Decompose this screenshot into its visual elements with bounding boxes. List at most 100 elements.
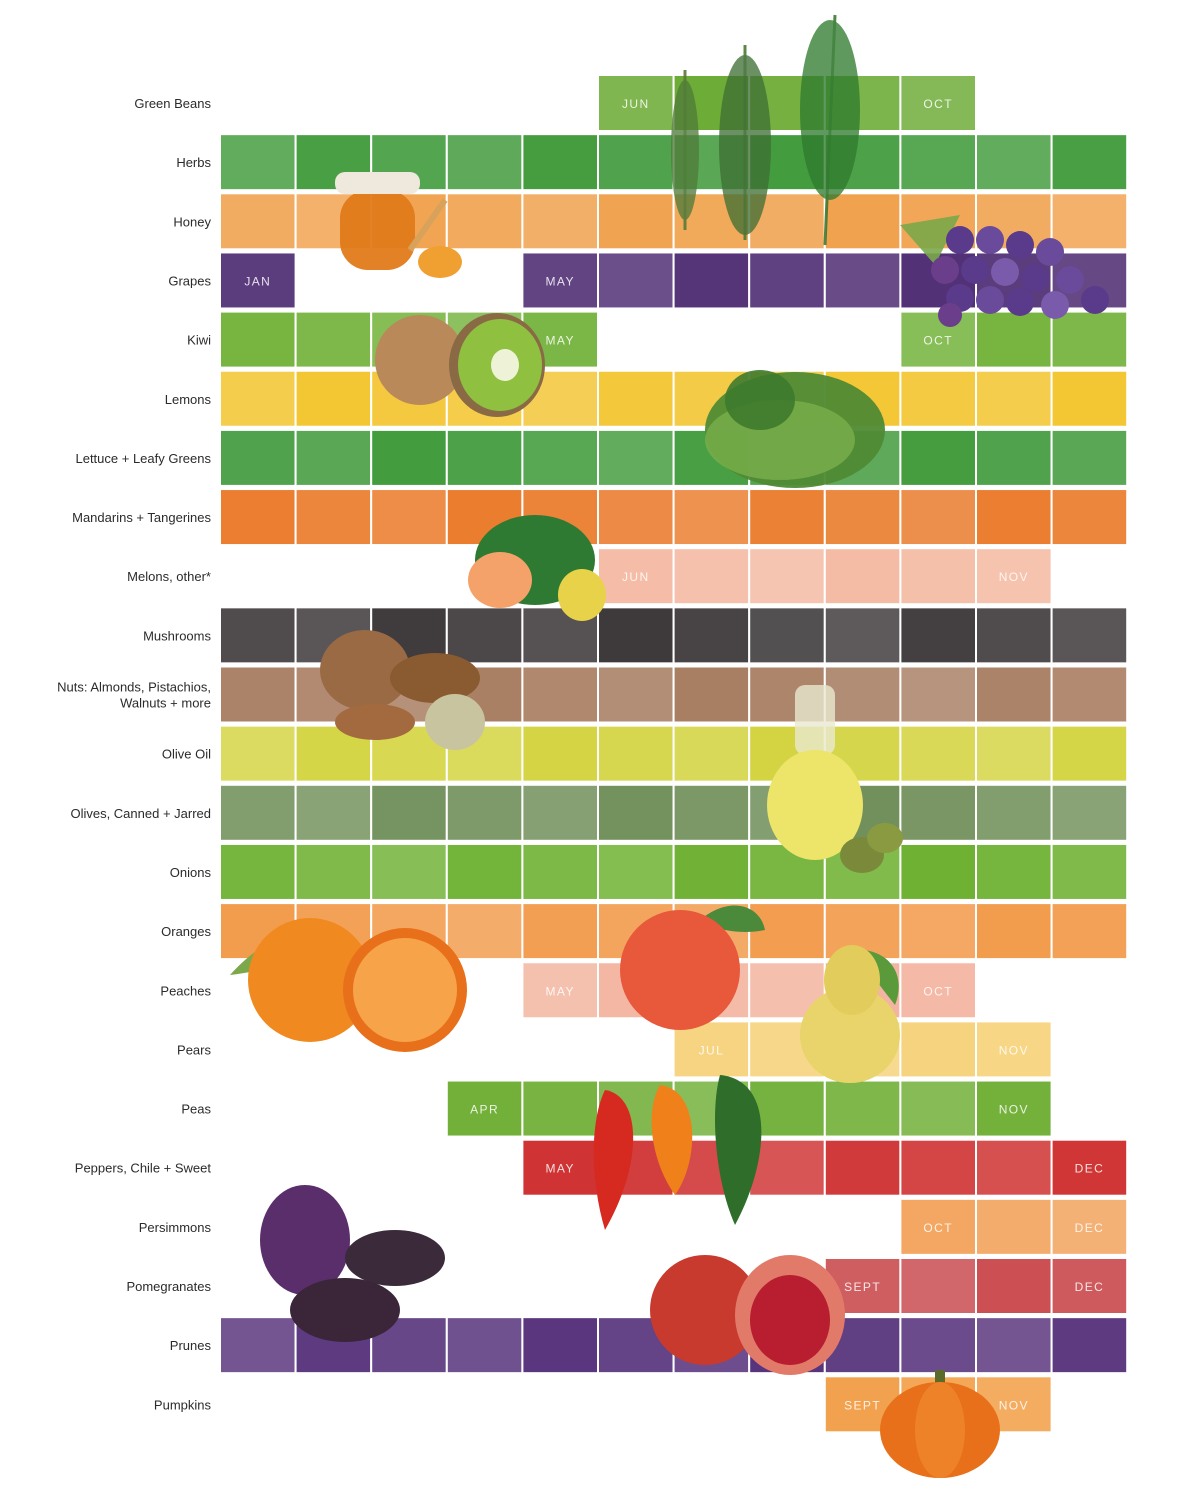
cell-mandarins-tangerines-dec	[1050, 488, 1129, 547]
pumpkin-illustration	[880, 1370, 1000, 1478]
cell-olives-canned-jarred-feb	[294, 783, 373, 842]
row-label-pomegranates: Pomegranates	[126, 1279, 211, 1294]
cell-grapes-jun	[597, 251, 675, 310]
row-label-pears: Pears	[177, 1042, 211, 1057]
row-label-lemons: Lemons	[165, 392, 212, 407]
cell-persimmons-dec	[1050, 1197, 1129, 1256]
cell-kiwi-nov	[975, 310, 1053, 369]
month-label-pumpkins-nov: NOV	[999, 1398, 1029, 1412]
row-label-green-beans: Green Beans	[134, 96, 211, 111]
cell-honey-apr	[445, 192, 524, 251]
cell-olive-oil-nov	[975, 724, 1053, 783]
cell-prunes-nov	[975, 1316, 1053, 1375]
month-label-pears-jul: JUL	[699, 1043, 725, 1057]
cell-honey-jan	[219, 192, 297, 251]
cell-grapes-aug	[748, 251, 826, 310]
cell-olives-canned-jarred-mar	[370, 783, 448, 842]
pomegranates-illustration	[650, 1255, 845, 1375]
cell-onions-oct	[899, 842, 978, 901]
cell-honey-dec	[1050, 192, 1129, 251]
month-label-pears-nov: NOV	[999, 1043, 1029, 1057]
cell-nuts-almonds-pistachios-walnuts-more-may	[521, 665, 600, 724]
month-label-green-beans-oct: OCT	[923, 97, 953, 111]
month-label-grapes-may: MAY	[546, 274, 575, 288]
row-label-mushrooms: Mushrooms	[143, 628, 211, 643]
cell-lettuce-leafy-greens-apr	[445, 428, 524, 487]
cell-olive-oil-dec	[1050, 724, 1129, 783]
cell-honey-may	[521, 192, 600, 251]
cell-green-beans-jun	[597, 74, 675, 132]
cell-nuts-almonds-pistachios-walnuts-more-jan	[219, 665, 297, 724]
cell-oranges-dec	[1050, 902, 1129, 961]
cell-mushrooms-nov	[975, 606, 1053, 665]
cell-lettuce-leafy-greens-mar	[370, 428, 448, 487]
cell-kiwi-feb	[294, 310, 373, 369]
month-label-pumpkins-sept: SEPT	[844, 1398, 881, 1412]
cell-melons-other-sept	[823, 547, 902, 606]
cell-onions-mar	[370, 842, 448, 901]
cell-lettuce-leafy-greens-may	[521, 428, 600, 487]
cell-peaches-may	[521, 961, 600, 1020]
month-label-peppers-chile-sweet-may: MAY	[546, 1162, 575, 1176]
cell-pears-jul	[672, 1020, 751, 1079]
cell-pomegranates-dec	[1050, 1257, 1129, 1315]
cell-onions-dec	[1050, 842, 1129, 901]
cell-herbs-jan	[219, 133, 297, 192]
cell-lettuce-leafy-greens-dec	[1050, 428, 1129, 487]
month-label-green-beans-jun: JUN	[622, 97, 650, 111]
cell-grapes-sept	[823, 251, 902, 310]
cell-herbs-oct	[899, 133, 978, 192]
row-label-kiwi: Kiwi	[187, 333, 211, 348]
cell-prunes-apr	[445, 1316, 524, 1375]
cell-lemons-jun	[597, 369, 675, 428]
illustrations-layer	[230, 14, 1109, 1478]
row-label-peas: Peas	[181, 1102, 211, 1117]
cell-olives-canned-jarred-oct	[899, 783, 978, 842]
cell-mandarins-tangerines-jun	[597, 488, 675, 547]
month-label-persimmons-dec: DEC	[1075, 1221, 1105, 1235]
cell-mushrooms-sept	[823, 606, 902, 665]
row-label-peaches: Peaches	[160, 983, 211, 998]
cell-lemons-nov	[975, 369, 1053, 428]
cell-mandarins-tangerines-jul	[672, 488, 751, 547]
cell-herbs-apr	[445, 133, 524, 192]
cell-olives-canned-jarred-jun	[597, 783, 675, 842]
cell-melons-other-oct	[899, 547, 978, 606]
cell-nuts-almonds-pistachios-walnuts-more-dec	[1050, 665, 1129, 724]
lettuce-illustration	[705, 370, 885, 488]
cell-peppers-chile-sweet-nov	[975, 1138, 1053, 1197]
cell-herbs-may	[521, 133, 600, 192]
prunes-illustration	[260, 1185, 445, 1342]
row-label-pumpkins: Pumpkins	[154, 1397, 212, 1412]
cell-lettuce-leafy-greens-oct	[899, 428, 978, 487]
row-label-prunes: Prunes	[170, 1338, 212, 1353]
row-label-mandarins-tangerines: Mandarins + Tangerines	[72, 510, 211, 525]
cell-onions-feb	[294, 842, 373, 901]
cell-lemons-jan	[219, 369, 297, 428]
cell-peas-may	[521, 1079, 600, 1138]
cell-grapes-jan	[219, 251, 297, 310]
grapes-illustration	[900, 215, 1109, 327]
cell-green-beans-oct	[899, 74, 978, 132]
month-label-pomegranates-dec: DEC	[1075, 1280, 1105, 1294]
cell-mushrooms-jun	[597, 606, 675, 665]
month-label-grapes-jan: JAN	[244, 274, 271, 288]
nuts-illustration	[320, 630, 485, 750]
row-labels-layer: Green Beans Herbs Honey Grapes Kiwi Lemons Let…	[57, 96, 211, 1412]
cell-mandarins-tangerines-nov	[975, 488, 1053, 547]
cell-mandarins-tangerines-feb	[294, 488, 373, 547]
cell-onions-jul	[672, 842, 751, 901]
melons-illustration	[468, 515, 606, 621]
month-label-kiwi-oct: OCT	[923, 334, 953, 348]
month-label-peas-apr: APR	[470, 1103, 499, 1117]
olive-oil-illustration	[767, 685, 903, 873]
cell-olive-oil-may	[521, 724, 600, 783]
row-label-grapes: Grapes	[168, 273, 211, 288]
cell-persimmons-nov	[975, 1197, 1053, 1256]
cell-olives-canned-jarred-may	[521, 783, 600, 842]
peppers-illustration	[593, 1075, 762, 1230]
month-label-melons-other-nov: NOV	[999, 570, 1029, 584]
row-label-persimmons: Persimmons	[139, 1220, 212, 1235]
cell-peppers-chile-sweet-may	[521, 1138, 600, 1197]
cell-mushrooms-oct	[899, 606, 978, 665]
